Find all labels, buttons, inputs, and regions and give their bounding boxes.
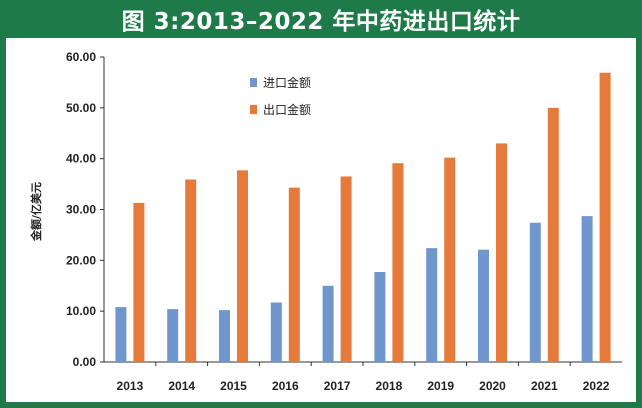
- bar-export-2015: [237, 170, 248, 362]
- bar-export-2017: [340, 176, 352, 362]
- bar-import-2020: [478, 249, 489, 362]
- axes: [103, 57, 622, 363]
- y-tick-label: 0.00: [73, 355, 97, 369]
- bar-export-2021: [547, 107, 559, 362]
- bar-import-2013: [115, 307, 127, 362]
- bar-import-2016: [270, 302, 282, 362]
- legend-swatch: [250, 105, 257, 114]
- bar-import-2021: [529, 222, 541, 362]
- legend-swatch: [250, 78, 257, 87]
- title-bar: 图 3:2013–2022 年中药进出口统计: [0, 0, 642, 38]
- bar-export-2020: [496, 143, 507, 362]
- x-tick-label: 2022: [583, 379, 610, 393]
- bar-export-2018: [392, 163, 404, 362]
- y-tick-label: 30.00: [66, 203, 96, 217]
- bar-import-2022: [581, 216, 593, 362]
- bar-export-2013: [133, 202, 145, 362]
- legend-label: 进口金额: [263, 75, 311, 90]
- x-tick-label: 2014: [168, 379, 195, 393]
- bar-import-2019: [426, 248, 438, 362]
- x-tick-label: 2020: [479, 379, 506, 393]
- y-tick-label: 10.00: [66, 304, 96, 318]
- y-tick-label: 40.00: [66, 152, 96, 166]
- y-tick-label: 20.00: [66, 253, 96, 267]
- y-axis-label: 金额/亿美元: [29, 182, 43, 242]
- x-tick-label: 2016: [272, 379, 299, 393]
- legend-label: 出口金额: [263, 102, 311, 117]
- bar-import-2018: [374, 272, 386, 362]
- bar-export-2016: [288, 187, 300, 362]
- bars: [115, 72, 611, 362]
- y-ticks: 0.00 10.00 20.00 30.00 40.00 50.00 60.00: [66, 50, 104, 369]
- y-tick-label: 60.00: [66, 50, 96, 64]
- x-tick-label: 2013: [117, 379, 144, 393]
- bar-import-2015: [219, 310, 230, 362]
- chart-title: 图 3:2013–2022 年中药进出口统计: [121, 9, 521, 35]
- bar-export-2014: [185, 179, 197, 362]
- x-tick-label: 2019: [427, 379, 454, 393]
- x-tick-label: 2021: [531, 379, 558, 393]
- x-tick-label: 2015: [220, 379, 247, 393]
- y-tick-label: 50.00: [66, 101, 96, 115]
- bar-export-2022: [599, 72, 611, 362]
- bar-import-2017: [322, 285, 334, 362]
- x-tick-label: 2017: [324, 379, 351, 393]
- bar-import-2014: [167, 309, 179, 362]
- bar-export-2019: [444, 157, 456, 362]
- x-ticks: 2013 2014 2015 2016 2017 2018 2019 2020 2021 2022: [117, 362, 610, 393]
- x-tick-label: 2018: [376, 379, 403, 393]
